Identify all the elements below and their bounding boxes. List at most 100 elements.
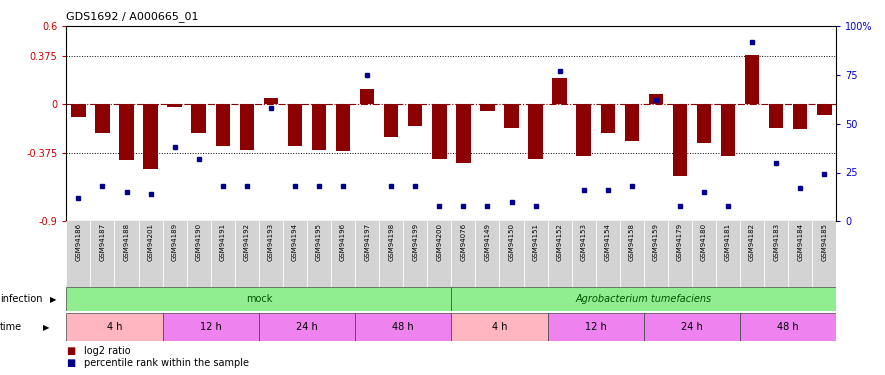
- Text: GSM94184: GSM94184: [797, 223, 804, 261]
- Bar: [119, 104, 134, 160]
- Text: GSM94149: GSM94149: [484, 223, 490, 261]
- Text: 12 h: 12 h: [585, 322, 606, 332]
- Bar: [258, 313, 355, 341]
- Bar: [90, 221, 114, 287]
- Bar: [793, 104, 807, 129]
- Bar: [163, 313, 258, 341]
- Bar: [673, 104, 687, 176]
- Bar: [355, 313, 451, 341]
- Text: 4 h: 4 h: [107, 322, 122, 332]
- Bar: [528, 104, 543, 159]
- Bar: [139, 221, 163, 287]
- Bar: [456, 104, 471, 163]
- Bar: [379, 221, 404, 287]
- Bar: [66, 313, 163, 341]
- Text: GSM94201: GSM94201: [148, 223, 154, 261]
- Bar: [360, 88, 374, 104]
- Bar: [264, 98, 278, 104]
- Text: 48 h: 48 h: [392, 322, 414, 332]
- Text: GSM94181: GSM94181: [725, 223, 731, 261]
- Bar: [720, 104, 735, 156]
- Text: GSM94076: GSM94076: [460, 223, 466, 261]
- Bar: [475, 221, 499, 287]
- Text: GSM94187: GSM94187: [99, 223, 105, 261]
- Text: GSM94196: GSM94196: [340, 223, 346, 261]
- Text: ■: ■: [66, 346, 75, 356]
- Bar: [596, 221, 619, 287]
- Bar: [191, 104, 206, 133]
- Text: mock: mock: [246, 294, 272, 304]
- Text: GSM94192: GSM94192: [244, 223, 250, 261]
- Bar: [625, 104, 639, 141]
- Bar: [649, 94, 663, 104]
- Bar: [71, 104, 86, 117]
- Bar: [167, 104, 182, 107]
- Bar: [331, 221, 355, 287]
- Bar: [283, 221, 307, 287]
- Text: GSM94200: GSM94200: [436, 223, 442, 261]
- Bar: [643, 221, 668, 287]
- Bar: [601, 104, 615, 133]
- Text: ■: ■: [66, 358, 75, 368]
- Bar: [764, 221, 789, 287]
- Bar: [312, 104, 327, 150]
- Text: GSM94179: GSM94179: [677, 223, 683, 261]
- Bar: [745, 55, 759, 104]
- Bar: [288, 104, 302, 146]
- Text: GSM94151: GSM94151: [533, 223, 539, 261]
- Text: 4 h: 4 h: [492, 322, 507, 332]
- Bar: [692, 221, 716, 287]
- Text: Agrobacterium tumefaciens: Agrobacterium tumefaciens: [576, 294, 712, 304]
- Bar: [451, 221, 475, 287]
- Text: log2 ratio: log2 ratio: [84, 346, 131, 356]
- Bar: [66, 221, 90, 287]
- Text: GSM94195: GSM94195: [316, 223, 322, 261]
- Text: GSM94197: GSM94197: [364, 223, 370, 261]
- Bar: [740, 313, 836, 341]
- Bar: [696, 104, 712, 143]
- Bar: [258, 221, 283, 287]
- Bar: [668, 221, 692, 287]
- Bar: [404, 221, 427, 287]
- Bar: [307, 221, 331, 287]
- Bar: [335, 104, 350, 151]
- Text: GSM94154: GSM94154: [604, 223, 611, 261]
- Bar: [548, 313, 643, 341]
- Text: GSM94159: GSM94159: [653, 223, 658, 261]
- Text: GSM94182: GSM94182: [749, 223, 755, 261]
- Text: GSM94188: GSM94188: [124, 223, 129, 261]
- Text: infection: infection: [0, 294, 42, 304]
- Bar: [504, 104, 519, 128]
- Bar: [384, 104, 398, 137]
- Bar: [499, 221, 524, 287]
- Bar: [408, 104, 422, 126]
- Text: GSM94198: GSM94198: [389, 223, 394, 261]
- Bar: [216, 104, 230, 146]
- Bar: [576, 104, 591, 156]
- Bar: [432, 104, 447, 159]
- Bar: [427, 221, 451, 287]
- Bar: [548, 221, 572, 287]
- Bar: [355, 221, 379, 287]
- Bar: [235, 221, 259, 287]
- Bar: [66, 287, 451, 311]
- Text: GDS1692 / A000665_01: GDS1692 / A000665_01: [66, 12, 199, 22]
- Text: GSM94186: GSM94186: [75, 223, 81, 261]
- Bar: [817, 104, 832, 115]
- Text: GSM94153: GSM94153: [581, 223, 587, 261]
- Bar: [187, 221, 211, 287]
- Text: GSM94194: GSM94194: [292, 223, 298, 261]
- Text: GSM94193: GSM94193: [268, 223, 273, 261]
- Bar: [716, 221, 740, 287]
- Bar: [481, 104, 495, 111]
- Text: ▶: ▶: [50, 295, 56, 304]
- Text: 48 h: 48 h: [777, 322, 799, 332]
- Text: GSM94183: GSM94183: [773, 223, 779, 261]
- Text: GSM94158: GSM94158: [629, 223, 635, 261]
- Bar: [114, 221, 139, 287]
- Text: GSM94150: GSM94150: [509, 223, 514, 261]
- Text: ▶: ▶: [42, 322, 49, 332]
- Text: GSM94180: GSM94180: [701, 223, 707, 261]
- Text: GSM94191: GSM94191: [219, 223, 226, 261]
- Bar: [524, 221, 548, 287]
